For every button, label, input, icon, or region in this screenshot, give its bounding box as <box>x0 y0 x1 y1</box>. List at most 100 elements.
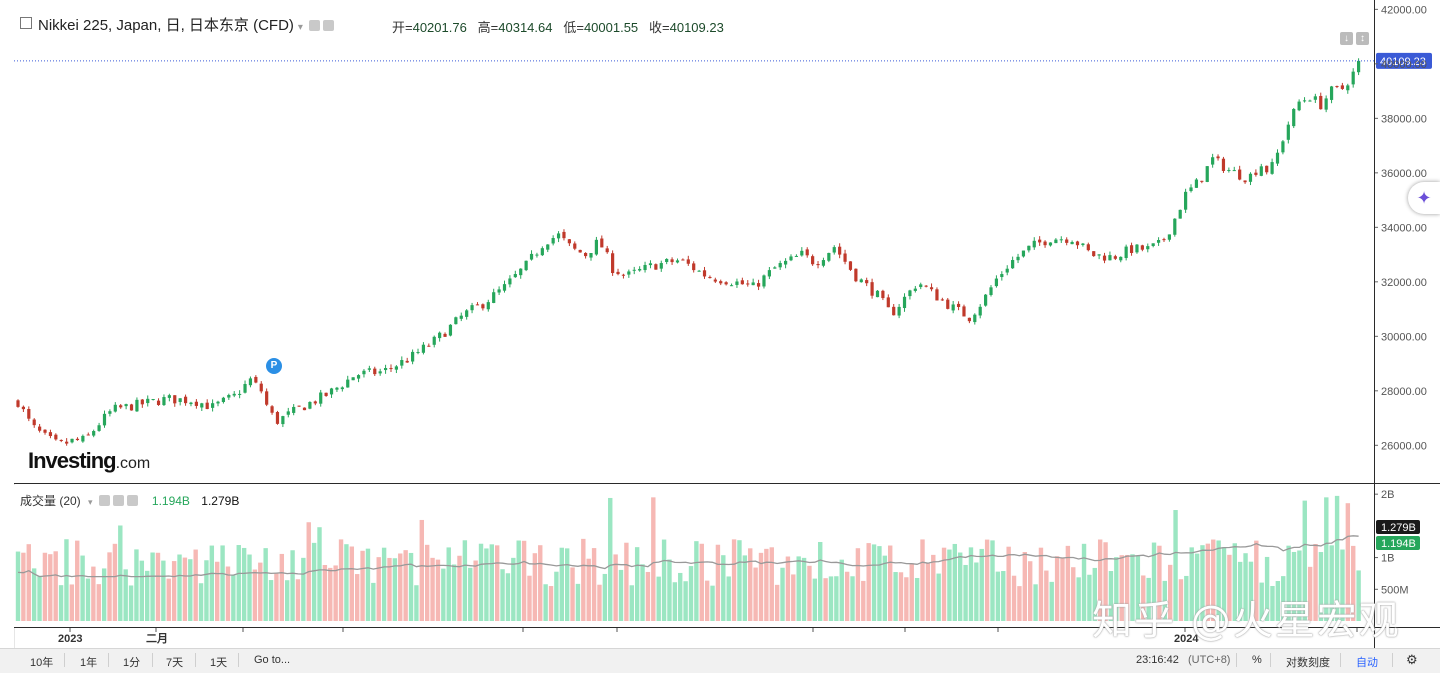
candle-body <box>108 411 112 414</box>
volume-bar <box>193 549 198 621</box>
candle-body <box>1070 242 1074 245</box>
volume-bar <box>1124 554 1130 621</box>
volume-bar <box>575 583 581 621</box>
candle-body <box>805 249 809 256</box>
volume-bar <box>1189 547 1194 621</box>
candle-body <box>697 270 701 272</box>
volume-bar <box>667 559 672 621</box>
volume-ma-value: 1.279B <box>201 494 240 508</box>
candle-body <box>1270 162 1274 174</box>
last-price-tag-text: 40109.23 <box>1380 56 1426 68</box>
sparkle-icon[interactable]: ✦ <box>1408 182 1440 214</box>
timezone[interactable]: (UTC+8) <box>1188 654 1231 666</box>
range-1m-button[interactable]: 1分 <box>123 657 141 669</box>
volume-bar <box>279 553 285 621</box>
go-to-button[interactable]: Go to... <box>254 654 291 666</box>
candle-body <box>124 404 128 407</box>
chevron-down-icon[interactable]: ▾ <box>297 22 303 33</box>
volume-bar <box>543 584 548 621</box>
candle-body <box>200 403 204 408</box>
volume-bar <box>424 544 430 621</box>
volume-bar <box>166 578 171 621</box>
candle-body <box>459 315 463 319</box>
candle-body <box>1189 187 1193 192</box>
price-tick-label: 30000.00 <box>1381 331 1427 343</box>
volume-legend[interactable]: 成交量 (20) ▾ 1.194B 1.279B <box>20 492 239 509</box>
arrow-down-icon[interactable]: ↓ <box>1340 32 1353 45</box>
volume-bar <box>1291 551 1297 621</box>
volume-bar <box>1087 574 1092 621</box>
range-7d-button[interactable]: 7天 <box>166 657 184 669</box>
volume-bar <box>1297 550 1302 621</box>
volume-bar <box>1011 575 1017 621</box>
gear-icon[interactable] <box>112 495 124 506</box>
volume-bar <box>1194 553 1200 621</box>
gear-icon[interactable]: ⚙ <box>1406 652 1418 667</box>
price-tick-label: 38000.00 <box>1381 113 1427 125</box>
candle-body <box>465 310 469 317</box>
pane-controls[interactable]: ↓ ↕ <box>1337 32 1369 45</box>
range-1y-button[interactable]: 1年 <box>80 657 98 669</box>
volume-bar <box>134 549 139 621</box>
candle-body <box>670 259 674 263</box>
volume-bar <box>58 585 64 621</box>
volume-bar <box>494 545 500 621</box>
volume-bar <box>548 586 554 621</box>
candle-body <box>65 441 69 444</box>
candle-body <box>394 366 398 370</box>
volume-bar <box>1060 557 1065 621</box>
candle-body <box>1200 180 1204 182</box>
candle-body <box>1027 245 1031 251</box>
candle-body <box>713 279 717 282</box>
candle-body <box>756 283 761 287</box>
range-10y-button[interactable]: 10年 <box>30 657 54 669</box>
candle-body <box>519 268 523 276</box>
settings-icon[interactable] <box>308 20 320 31</box>
volume-bar <box>963 564 968 621</box>
volume-bar <box>1054 556 1060 621</box>
log-scale-toggle[interactable]: 对数刻度 <box>1286 657 1330 669</box>
arrow-updown-icon[interactable]: ↕ <box>1356 32 1369 45</box>
volume-bar <box>349 546 355 621</box>
volume-bar <box>236 545 241 621</box>
volume-bar <box>1243 553 1248 621</box>
candle-body <box>762 275 766 287</box>
candle-body <box>286 411 290 415</box>
candle-body <box>1275 152 1280 164</box>
auto-scale-toggle[interactable]: 自动 <box>1356 657 1378 669</box>
candle-body <box>616 271 620 275</box>
candle-body <box>643 264 647 271</box>
price-pane[interactable] <box>14 0 1374 484</box>
range-1d-button[interactable]: 1天 <box>210 657 228 669</box>
percent-toggle[interactable]: % <box>1252 654 1262 666</box>
volume-bar <box>521 540 527 621</box>
volume-bar <box>1103 542 1108 621</box>
event-marker[interactable]: P <box>266 358 282 374</box>
candle-body <box>1097 254 1101 256</box>
gear-icon[interactable] <box>322 20 334 31</box>
volume-bar <box>468 567 473 621</box>
candle-body <box>211 403 215 408</box>
close-icon[interactable] <box>126 495 138 506</box>
candle-body <box>481 304 485 309</box>
chevron-down-icon[interactable]: ▾ <box>88 497 93 507</box>
candle-body <box>1162 239 1166 241</box>
candle-body <box>1356 60 1361 73</box>
low-label: 低= <box>563 20 584 35</box>
candle-body <box>146 398 150 404</box>
high-value: 40314.64 <box>498 20 553 35</box>
volume-bar <box>613 554 618 621</box>
collapse-icon[interactable] <box>20 17 32 29</box>
candle-body <box>1184 191 1188 210</box>
candle-body <box>411 351 415 362</box>
candle-body <box>778 263 782 268</box>
chart-legend[interactable]: Nikkei 225, Japan, 日, 日本东京 (CFD) ▾ <box>20 14 337 35</box>
volume-bar <box>807 565 812 621</box>
candle-body <box>897 306 901 316</box>
volume-bar <box>155 552 161 621</box>
candle-body <box>1021 250 1026 257</box>
candle-body <box>389 368 393 370</box>
candle-body <box>1092 251 1096 257</box>
volume-bar <box>624 542 629 621</box>
eye-icon[interactable] <box>98 495 110 506</box>
